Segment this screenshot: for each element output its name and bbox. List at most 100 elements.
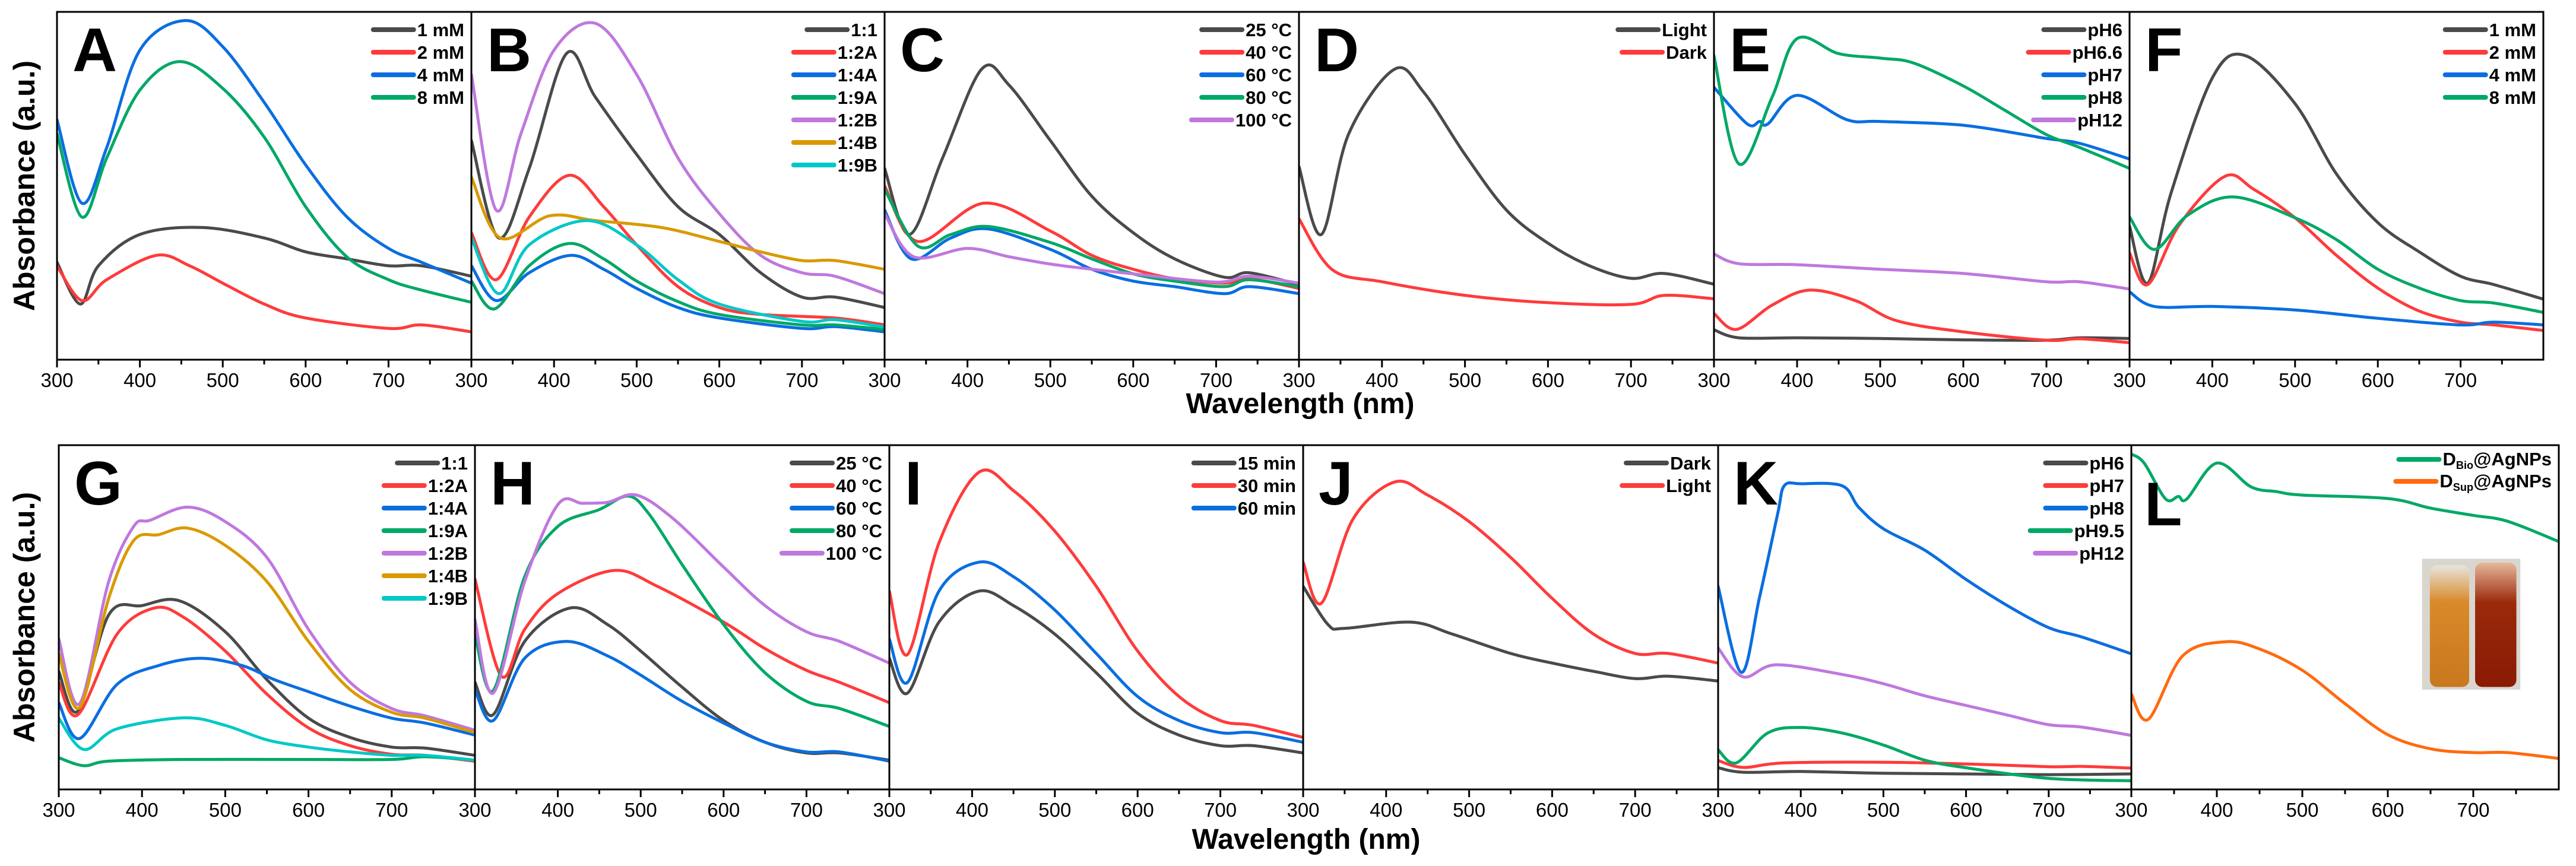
curve-G-2 <box>59 656 475 740</box>
legend-entry: pH8 <box>2041 87 2122 108</box>
panel-F: 300 400 500 600 700 F 1 mM2 mM4 mM8 mM <box>2113 11 2545 391</box>
x-tick-label: 400 <box>951 369 984 391</box>
plot-frame <box>1302 444 1719 791</box>
legend-label: 30 min <box>1238 475 1296 496</box>
legend-entry: 60 °C <box>790 498 882 519</box>
legend-label: pH12 <box>2079 543 2124 564</box>
x-tick-label: 500 <box>1034 369 1067 391</box>
legend-entry: 1:9A <box>791 87 877 108</box>
legend-label: 8 mM <box>417 87 464 108</box>
x-tick-label: 400 <box>538 369 571 391</box>
x-tick-label: 700 <box>790 799 823 821</box>
x-tick-label: 500 <box>207 369 239 391</box>
panel-letter: L <box>2144 470 2182 539</box>
x-tick-label: 400 <box>1780 369 1813 391</box>
x-tick-label: 600 <box>2362 369 2394 391</box>
x-tick-label: 400 <box>541 799 574 821</box>
panel-C: 300 400 500 600 700 C 25 °C40 °C60 °C80 °C100 … <box>868 11 1300 391</box>
x-tick-label: 700 <box>2444 369 2477 391</box>
legend-entry: 1:2B <box>791 110 877 131</box>
legend-label: Light <box>1662 20 1707 40</box>
x-tick-label: 700 <box>1615 369 1647 391</box>
curve-B-2 <box>471 253 885 334</box>
x-tick-label: 500 <box>2286 799 2318 821</box>
legend: 1 mM2 mM4 mM8 mM <box>2442 20 2536 108</box>
panel-letter: A <box>72 16 117 85</box>
legend-entry: 80 °C <box>790 521 882 541</box>
panel-letter: B <box>487 16 531 85</box>
curve-L-0 <box>2131 452 2559 543</box>
legend-label: 2 mM <box>2489 42 2536 63</box>
x-tick-label: 400 <box>2200 799 2233 821</box>
x-tick-label: 500 <box>625 799 657 821</box>
legend-label: 100 °C <box>1235 110 1292 131</box>
legend-entry: 60 °C <box>1199 65 1292 85</box>
curve-A-1 <box>57 253 471 334</box>
curve-B-3 <box>471 242 885 331</box>
x-tick-label: 400 <box>1785 799 1817 821</box>
curve-H-0 <box>475 606 889 762</box>
legend-entry: pH6 <box>2041 20 2122 40</box>
legend-label: 1:4B <box>838 132 877 153</box>
legend-label: 1:2B <box>428 543 468 564</box>
x-axis-label-top: Wavelength (nm) <box>1186 388 1415 420</box>
curve-H-4 <box>475 493 889 695</box>
legend-entry: 1:2A <box>381 475 468 496</box>
legend-entry: 30 min <box>1191 475 1296 496</box>
legend-entry: 100 °C <box>779 543 882 564</box>
legend-entry: 15 min <box>1191 453 1296 474</box>
legend-entry: 60 min <box>1191 498 1296 519</box>
curve-F-1 <box>2130 173 2543 332</box>
legend-label: 100 °C <box>826 543 882 564</box>
legend-label: Dark <box>1666 42 1707 63</box>
legend-entry: 1:1 <box>395 453 468 474</box>
x-tick-label: 400 <box>956 799 988 821</box>
x-tick-label: 300 <box>42 799 75 821</box>
x-tick-label: 300 <box>2113 369 2146 391</box>
legend-label: 1:4A <box>838 65 877 85</box>
legend-label: 25 °C <box>1246 20 1292 40</box>
x-tick-label: 700 <box>2032 799 2065 821</box>
legend-entry: 1:4B <box>791 132 877 153</box>
x-tick-label: 700 <box>372 369 405 391</box>
curve-G-6 <box>59 716 475 762</box>
legend-label: 1:2B <box>838 110 877 131</box>
curve-D-1 <box>1299 217 1714 307</box>
x-tick-label: 500 <box>209 799 242 821</box>
curve-B-4 <box>471 21 885 296</box>
x-tick-label: 700 <box>2030 369 2062 391</box>
x-tick-label: 600 <box>1950 799 1982 821</box>
curve-H-2 <box>475 640 889 763</box>
legend-label: DBio@AgNPs <box>2442 449 2552 471</box>
curve-K-0 <box>1718 766 2131 776</box>
panel-letter: G <box>74 449 122 518</box>
legend-label: pH6.6 <box>2073 42 2122 63</box>
panel-letter: H <box>490 449 535 518</box>
x-tick-label: 700 <box>1204 799 1237 821</box>
x-tick-label: 600 <box>1947 369 1979 391</box>
curve-C-0 <box>885 64 1299 286</box>
legend-label: Dark <box>1670 453 1712 474</box>
legend-entry: 1:9A <box>381 521 468 541</box>
legend-entry: 4 mM <box>2442 65 2536 85</box>
x-tick-label: 300 <box>1287 799 1319 821</box>
legend-label: 1:9A <box>838 87 877 108</box>
legend-entry: 1 mM <box>2442 20 2536 40</box>
x-tick-label: 600 <box>1117 369 1149 391</box>
x-tick-label: 300 <box>1697 369 1730 391</box>
curve-B-6 <box>471 219 885 329</box>
curve-H-3 <box>475 494 889 728</box>
curve-C-4 <box>885 212 1299 285</box>
x-tick-label: 600 <box>1121 799 1154 821</box>
legend-label: pH6 <box>2087 20 2122 40</box>
legend-label: 40 °C <box>1246 42 1292 63</box>
x-tick-label: 300 <box>455 369 487 391</box>
x-tick-label: 400 <box>123 369 156 391</box>
